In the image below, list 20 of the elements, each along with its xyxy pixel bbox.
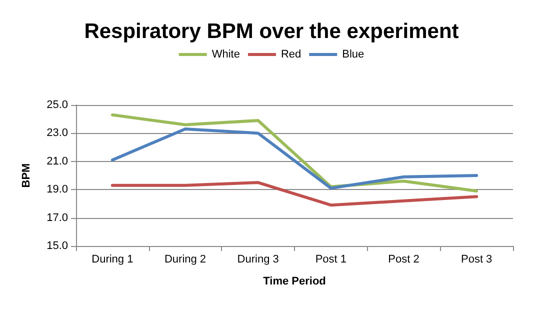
y-tick-label: 21.0 (46, 155, 68, 168)
legend-label: White (212, 48, 240, 60)
y-tick-label: 17.0 (46, 212, 68, 224)
y-tick-label: 15.0 (46, 240, 68, 252)
chart-title: Respiratory BPM over the experiment (84, 20, 459, 43)
x-tick-label: During 2 (164, 254, 206, 266)
line-series (110, 127, 478, 190)
y-tick-label: 23.0 (46, 127, 68, 140)
legend-label: Red (280, 48, 302, 60)
line-series (110, 181, 478, 207)
legend-label: Blue (342, 48, 364, 60)
y-tick-label: 25.0 (46, 99, 68, 111)
y-tick-label: 19.0 (46, 184, 68, 196)
x-tick-label: During 3 (237, 254, 279, 266)
x-tick-label: During 1 (92, 254, 134, 266)
x-tick-label: Post 1 (315, 254, 347, 266)
y-axis-title: BPM (20, 163, 32, 188)
x-tick-label: Post 2 (388, 254, 420, 266)
x-axis-title: Time Period (263, 276, 326, 288)
x-tick-label: Post 3 (460, 254, 492, 266)
